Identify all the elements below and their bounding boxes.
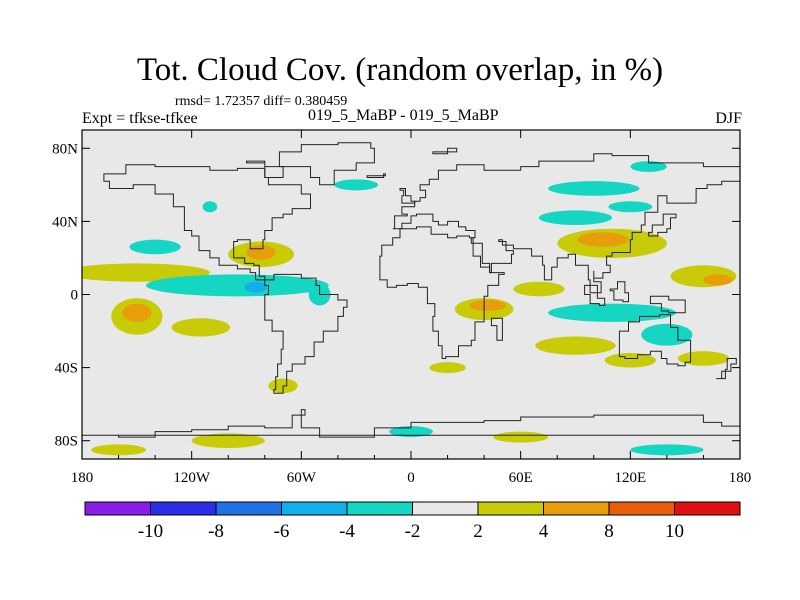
coastline-layer bbox=[82, 142, 740, 438]
colorbar-label: -10 bbox=[138, 521, 163, 542]
coastline-south-america bbox=[264, 273, 348, 394]
axis-ticks: 180 120W 60W 0 60E 120E 180 80N 40N 0 40S 80S bbox=[52, 130, 751, 486]
anomaly-w-pacific-core bbox=[703, 274, 733, 286]
anomaly-s-atlantic-pos bbox=[429, 362, 466, 374]
anomaly-s-indian-pos bbox=[535, 336, 616, 355]
coastline-greenland bbox=[278, 142, 375, 186]
lat-tick-label: 80S bbox=[55, 434, 78, 450]
lat-tick-label: 0 bbox=[71, 288, 79, 304]
anomaly-antarctic-neg-1 bbox=[389, 426, 433, 438]
anomaly-s-australia-pos bbox=[604, 352, 656, 368]
coastline-new-zealand bbox=[716, 358, 737, 380]
coastline-antarctica bbox=[82, 409, 740, 438]
colorbar-label: 4 bbox=[539, 521, 549, 542]
anomaly-antarctic-pos-1 bbox=[493, 431, 549, 443]
lon-tick-label: 60E bbox=[509, 470, 533, 486]
lat-tick-label: 40S bbox=[55, 361, 78, 377]
anomaly-arctic-asia-neg bbox=[630, 161, 667, 173]
anomaly-australia-neg bbox=[641, 323, 693, 346]
colorbar: -10 -8 -6 -4 -2 2 4 8 10 bbox=[84, 501, 741, 542]
colorbar-box bbox=[346, 501, 413, 516]
colorbar-box bbox=[608, 501, 675, 516]
colorbar-label: 10 bbox=[665, 521, 684, 542]
season-label: DJF bbox=[715, 110, 742, 127]
map-background bbox=[82, 130, 740, 459]
comparison-label: 019_5_MaBP - 019_5_MaBP bbox=[308, 107, 499, 124]
anomaly-antarctic-neg-2 bbox=[630, 444, 704, 456]
colorbar-label: -2 bbox=[405, 521, 421, 542]
anomaly-ne-asia-neg bbox=[608, 201, 653, 213]
anomaly-n-atlantic-neg bbox=[334, 179, 379, 191]
coastline-sumatra bbox=[584, 284, 606, 306]
colorbar-box bbox=[412, 501, 479, 516]
anomaly-central-asia-neg bbox=[538, 210, 613, 226]
chart-title: Tot. Cloud Cov. (random overlap, in %) bbox=[136, 52, 664, 88]
coastline-australia bbox=[618, 314, 692, 367]
colorbar-label: -8 bbox=[208, 521, 224, 542]
colorbar-box bbox=[215, 501, 282, 516]
anomaly-maritime-neg bbox=[548, 303, 677, 322]
lat-tick-label: 80N bbox=[52, 141, 78, 157]
coastline-new-guinea bbox=[649, 295, 686, 314]
colorbar-box bbox=[674, 501, 741, 516]
coastline-borneo bbox=[609, 281, 629, 303]
anomaly-n-america-neg bbox=[202, 201, 218, 213]
coastline-iceland bbox=[366, 173, 386, 178]
colorbar-label: 8 bbox=[604, 521, 614, 542]
coastline-uk bbox=[399, 188, 416, 204]
colorbar-label: -4 bbox=[339, 521, 355, 542]
experiment-label: Expt = tfkse-tfkee bbox=[82, 110, 198, 127]
lon-tick-label: 120W bbox=[173, 470, 211, 486]
anomaly-china-core bbox=[577, 232, 629, 247]
lon-tick-label: 120E bbox=[614, 470, 646, 486]
anomaly-nw-pacific-neg bbox=[129, 239, 181, 255]
lon-tick-label: 60W bbox=[287, 470, 317, 486]
anomaly-indian-ocean-pos bbox=[513, 281, 565, 297]
anomaly-siberia-neg bbox=[548, 181, 640, 196]
lon-tick-label: 180 bbox=[729, 470, 752, 486]
anomaly-caribbean-strong bbox=[246, 245, 276, 260]
anomaly-itcz-neg bbox=[145, 274, 329, 297]
lon-tick-label: 0 bbox=[407, 470, 415, 486]
anomaly-antarctic-pos-2 bbox=[191, 433, 265, 449]
anomaly-se-pacific-pos bbox=[171, 318, 231, 337]
anomaly-layer bbox=[82, 161, 737, 456]
anomaly-e-africa-core bbox=[469, 299, 507, 311]
coastline-africa bbox=[379, 226, 505, 359]
coastline-madagascar bbox=[490, 317, 503, 341]
colorbar-label: -6 bbox=[274, 521, 290, 542]
coastline-svalbard bbox=[432, 147, 458, 155]
colorbar-label: 2 bbox=[473, 521, 483, 542]
anomaly-itcz-core bbox=[244, 281, 267, 293]
anomaly-antarctic-pos-3 bbox=[91, 444, 146, 456]
colorbar-box bbox=[543, 501, 610, 516]
lat-tick-label: 40N bbox=[52, 214, 78, 230]
coastline-baffin bbox=[246, 160, 284, 178]
colorbar-box bbox=[150, 501, 217, 516]
lon-tick-label: 180 bbox=[71, 470, 94, 486]
colorbar-box bbox=[84, 501, 151, 516]
colorbar-box bbox=[477, 501, 544, 516]
colorbar-box bbox=[281, 501, 348, 516]
coastline-japan bbox=[648, 213, 677, 237]
stats-label: rmsd= 1.72357 diff= 0.380459 bbox=[175, 94, 348, 109]
anomaly-s-pacific-core bbox=[122, 303, 152, 322]
